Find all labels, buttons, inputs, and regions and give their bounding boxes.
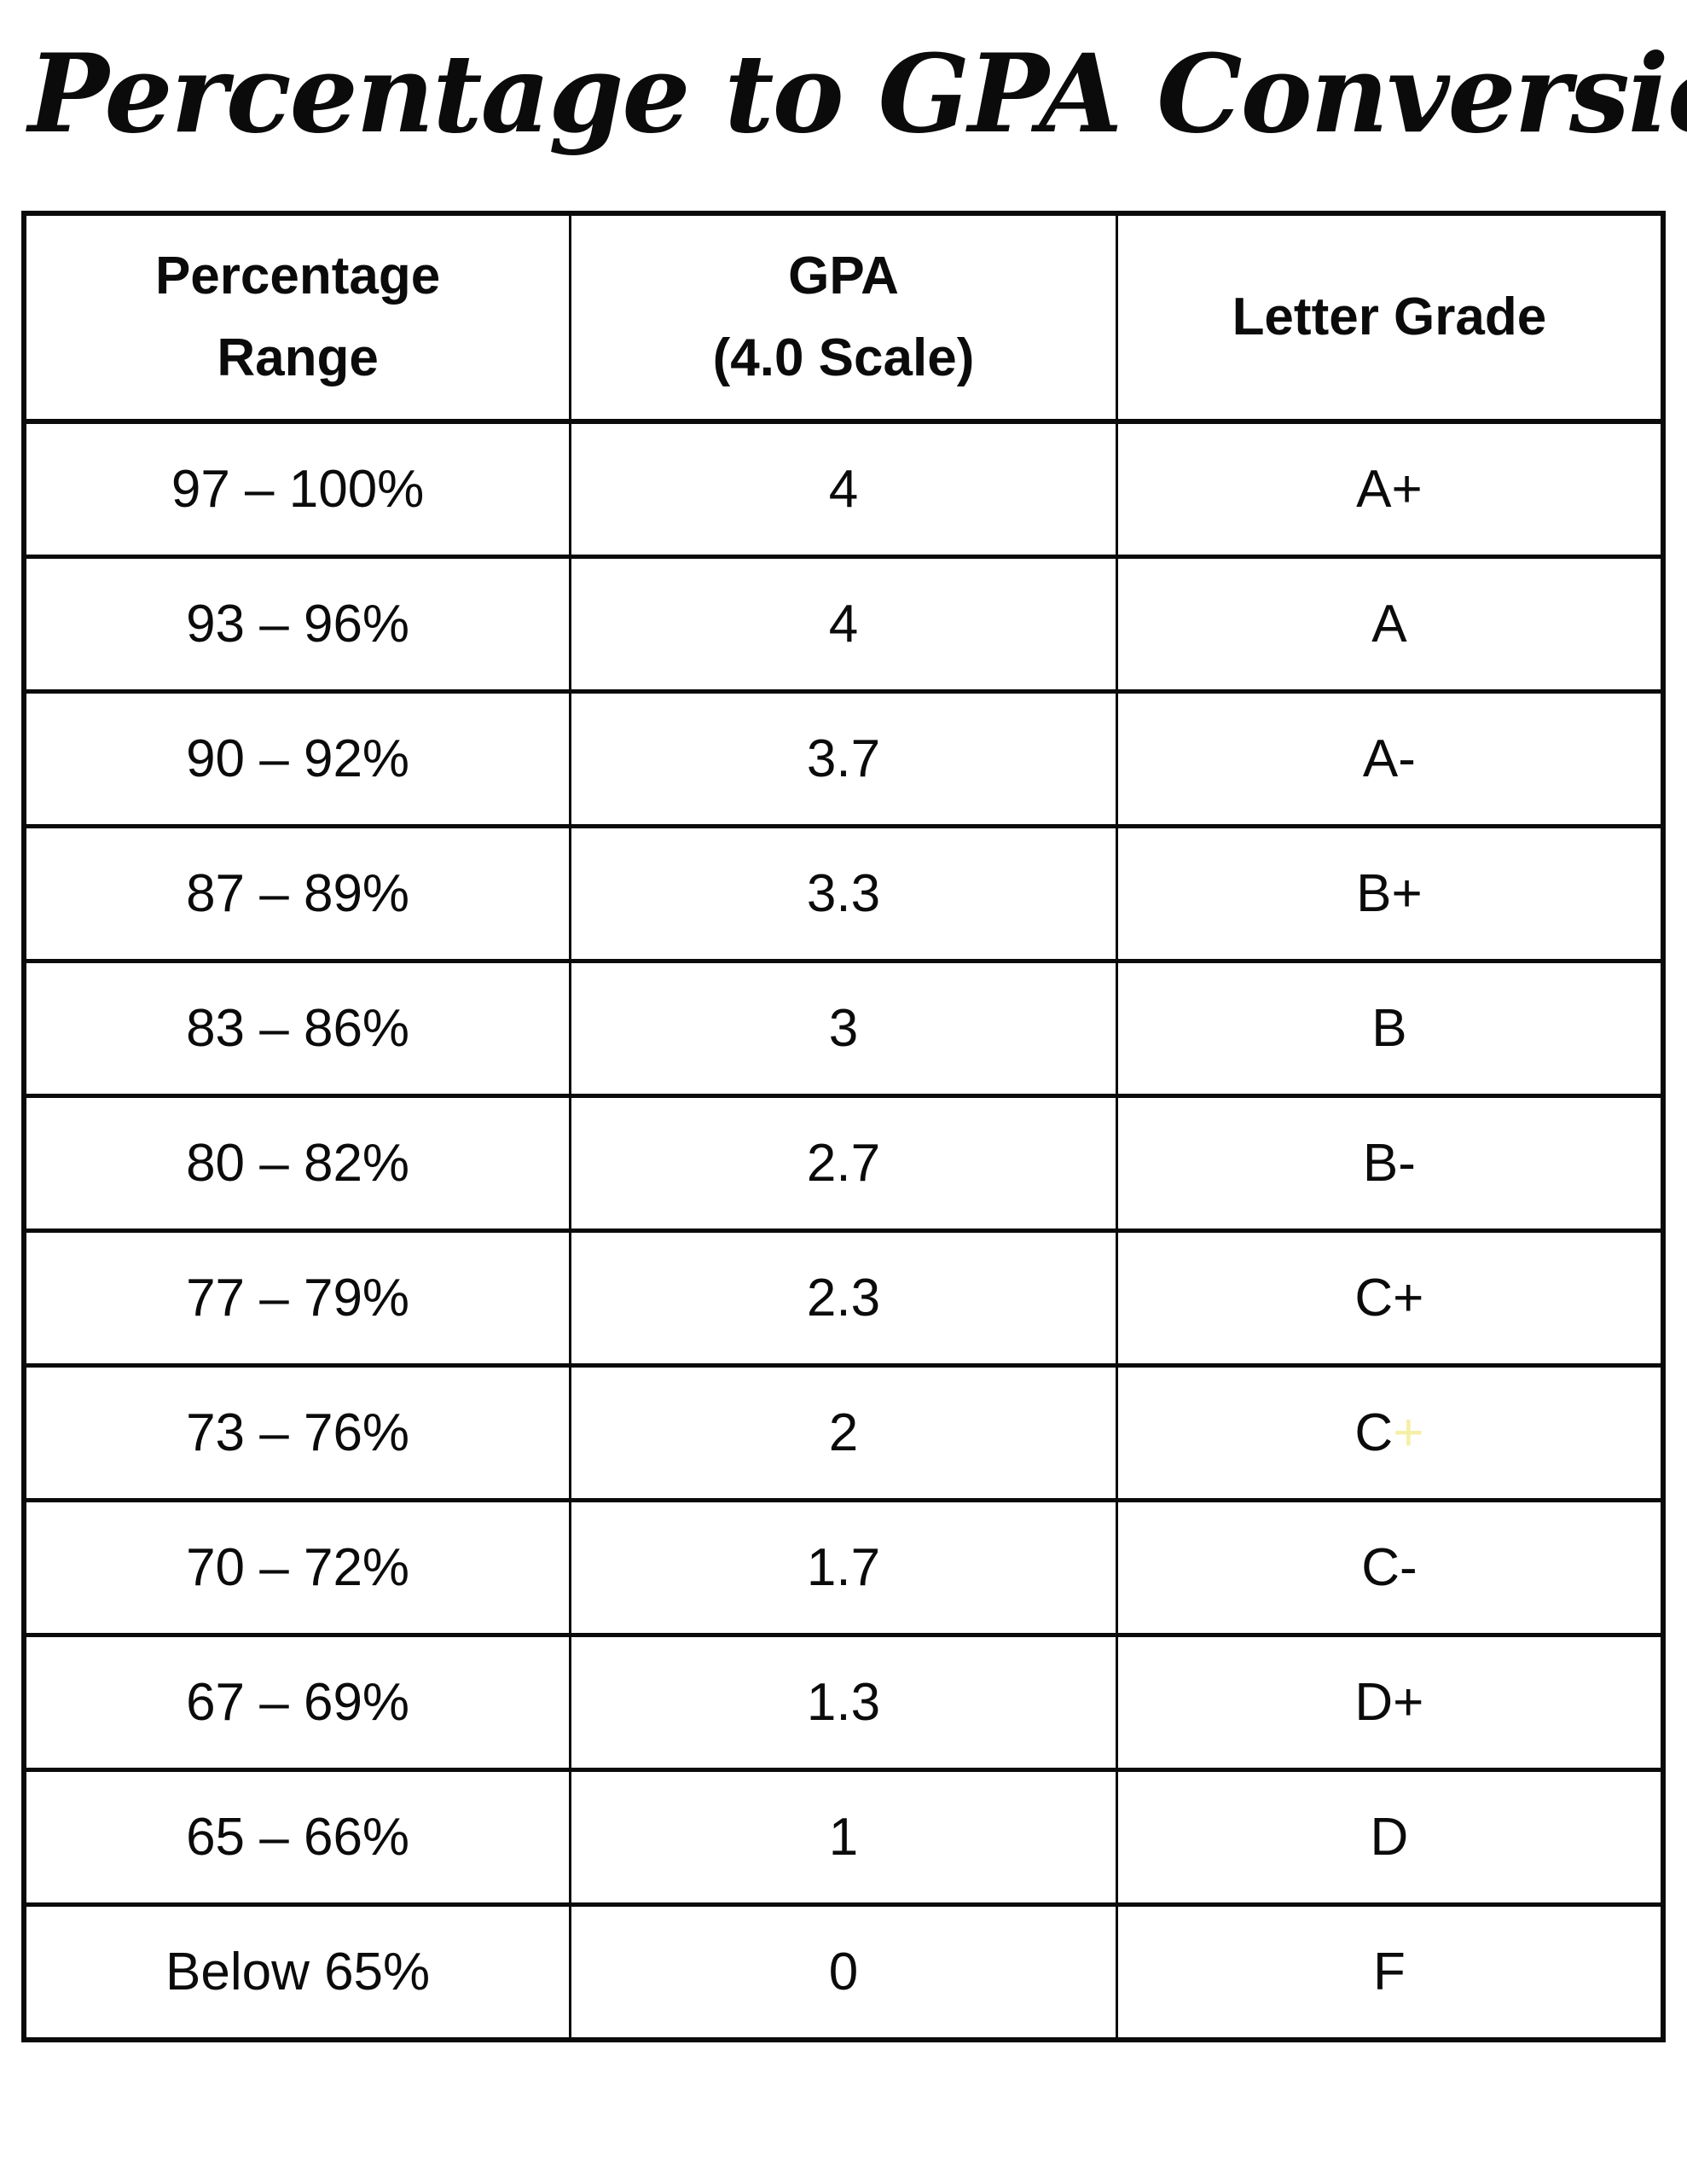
table-row: 90 – 92% 3.7 A- [22, 688, 1665, 828]
letter-grade-text: C- [1361, 1537, 1417, 1597]
letter-grade-text: A- [1362, 729, 1416, 788]
gpa-cell: 1.7 [569, 1497, 1118, 1637]
letter-grade-text: C [1354, 1403, 1394, 1462]
percentage-range-cell: 83 – 86% [22, 958, 572, 1098]
gpa-cell: 4 [569, 419, 1118, 559]
table-body: 97 – 100% 4 A+ 93 – 96% 4 A 90 – 92% 3.7 A- 87 – … [22, 419, 1665, 2042]
table-row: 77 – 79% 2.3 C+ [22, 1228, 1665, 1368]
table-row: 73 – 76% 2 C+ [22, 1362, 1665, 1502]
header-gpa-scale: GPA (4.0 Scale) [569, 211, 1118, 424]
letter-grade-cell: A- [1115, 688, 1665, 828]
letter-grade-text: A+ [1356, 459, 1423, 519]
header-percentage-range: Percentage Range [22, 211, 572, 424]
percentage-range-cell: Below 65% [22, 1902, 572, 2042]
letter-grade-text: B+ [1356, 863, 1423, 923]
table-row: 93 – 96% 4 A [22, 554, 1665, 694]
page-title: Percentage to GPA Conversion Table [28, 31, 1687, 157]
letter-grade-text: D [1370, 1807, 1409, 1867]
gpa-cell: 2 [569, 1362, 1118, 1502]
table-header: Percentage Range GPA (4.0 Scale) Letter … [22, 211, 1665, 424]
letter-grade-text: + [1393, 1403, 1424, 1462]
gpa-cell: 0 [569, 1902, 1118, 2042]
letter-grade-cell: D+ [1115, 1632, 1665, 1772]
percentage-range-cell: 73 – 76% [22, 1362, 572, 1502]
letter-grade-cell: B+ [1115, 823, 1665, 963]
gpa-cell: 3.7 [569, 688, 1118, 828]
gpa-cell: 2.7 [569, 1093, 1118, 1233]
percentage-range-cell: 87 – 89% [22, 823, 572, 963]
letter-grade-cell: D [1115, 1767, 1665, 1907]
percentage-range-cell: 67 – 69% [22, 1632, 572, 1772]
percentage-range-cell: 93 – 96% [22, 554, 572, 694]
percentage-range-cell: 65 – 66% [22, 1767, 572, 1907]
letter-grade-cell: B- [1115, 1093, 1665, 1233]
header-line: Percentage [154, 246, 441, 305]
gpa-cell: 1 [569, 1767, 1118, 1907]
percentage-range-cell: 80 – 82% [22, 1093, 572, 1233]
letter-grade-cell: A [1115, 554, 1665, 694]
header-line: Letter Grade [1232, 287, 1547, 346]
gpa-cell: 2.3 [569, 1228, 1118, 1368]
letter-grade-text: F [1372, 1942, 1406, 2001]
header-letter-grade: Letter Grade [1115, 211, 1665, 424]
header-line: GPA [788, 246, 899, 305]
letter-grade-cell: B [1115, 958, 1665, 1098]
gpa-cell: 4 [569, 554, 1118, 694]
letter-grade-cell: C+ [1115, 1228, 1665, 1368]
letter-grade-text: B [1371, 998, 1407, 1058]
table-row: 87 – 89% 3.3 B+ [22, 823, 1665, 963]
header-line: (4.0 Scale) [712, 328, 975, 387]
letter-grade-text: B- [1362, 1133, 1416, 1193]
table-row: 80 – 82% 2.7 B- [22, 1093, 1665, 1233]
letter-grade-text: D+ [1354, 1672, 1424, 1732]
table-row: 97 – 100% 4 A+ [22, 419, 1665, 559]
table-row: 83 – 86% 3 B [22, 958, 1665, 1098]
table-row: 67 – 69% 1.3 D+ [22, 1632, 1665, 1772]
table-row: 70 – 72% 1.7 C- [22, 1497, 1665, 1637]
table-row: Below 65% 0 F [22, 1902, 1665, 2042]
percentage-range-cell: 90 – 92% [22, 688, 572, 828]
table-row: 65 – 66% 1 D [22, 1767, 1665, 1907]
letter-grade-text: C+ [1354, 1268, 1424, 1327]
letter-grade-cell: A+ [1115, 419, 1665, 559]
percentage-range-cell: 97 – 100% [22, 419, 572, 559]
letter-grade-cell: C+ [1115, 1362, 1665, 1502]
gpa-cell: 3 [569, 958, 1118, 1098]
percentage-range-cell: 77 – 79% [22, 1228, 572, 1368]
gpa-conversion-table: Percentage Range GPA (4.0 Scale) Letter … [21, 210, 1666, 2042]
letter-grade-cell: F [1115, 1902, 1665, 2042]
letter-grade-cell: C- [1115, 1497, 1665, 1637]
header-line: Range [217, 328, 379, 387]
percentage-range-cell: 70 – 72% [22, 1497, 572, 1637]
letter-grade-text: A [1371, 594, 1407, 653]
gpa-cell: 3.3 [569, 823, 1118, 963]
header-row: Percentage Range GPA (4.0 Scale) Letter … [22, 211, 1665, 424]
gpa-cell: 1.3 [569, 1632, 1118, 1772]
